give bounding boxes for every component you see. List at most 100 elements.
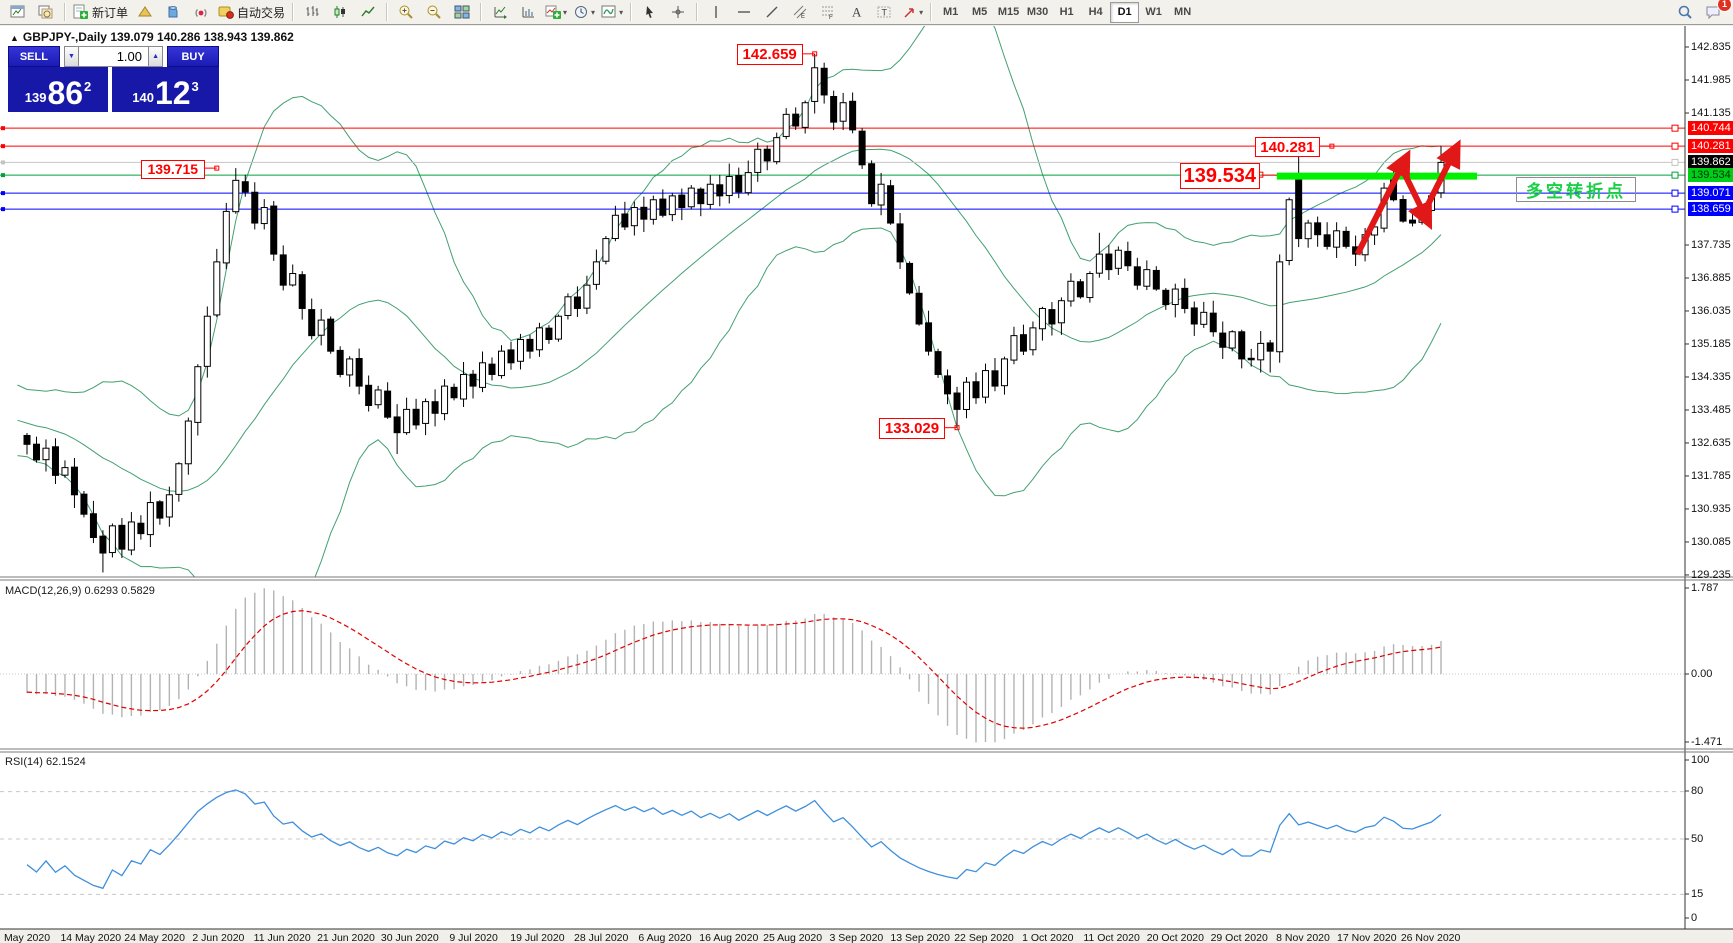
trendline-icon[interactable] <box>758 1 786 24</box>
toolbar: 新订单 自动交易 ▾ ▾ ▾ E F A T ▾ M1 M5 M15 M30 H1 H4 D1 W1 MN 1 <box>0 0 1733 25</box>
candle-body <box>896 223 904 263</box>
svg-text:A: A <box>852 5 862 20</box>
volume-input[interactable] <box>79 46 148 67</box>
zoom-in-icon[interactable] <box>392 1 420 24</box>
date-axis-label: May 2020 <box>3 932 51 943</box>
price-axis-label: 130.085 <box>1691 535 1731 548</box>
candle-body <box>1228 331 1236 349</box>
tile-windows-icon[interactable] <box>448 1 476 24</box>
timeframe-w1[interactable]: W1 <box>1145 6 1162 18</box>
candle-body <box>963 381 971 410</box>
arrows-icon[interactable]: ▾ <box>898 1 926 24</box>
bar-chart-icon[interactable] <box>298 1 326 24</box>
crosshair-icon[interactable] <box>664 1 692 24</box>
timeframe-h4[interactable]: H4 <box>1088 6 1103 18</box>
sell-button[interactable]: SELL <box>8 46 60 67</box>
horizontal-line-icon[interactable] <box>730 1 758 24</box>
candle-body <box>972 381 980 399</box>
price-axis-label: 129.235 <box>1691 568 1731 581</box>
candle-body <box>1266 342 1274 352</box>
turning-point-annotation[interactable]: 多空转折点 <box>1516 177 1636 202</box>
autotrading-button[interactable]: 自动交易 <box>215 1 288 24</box>
candle-body <box>1162 289 1170 306</box>
channel-icon[interactable]: E <box>786 1 814 24</box>
cursor-icon[interactable] <box>636 1 664 24</box>
line-chart-icon[interactable] <box>354 1 382 24</box>
volume-increase-button[interactable]: ▲ <box>148 46 164 67</box>
candle-body <box>649 199 657 220</box>
candle-body <box>1219 332 1227 348</box>
timeframe-d1[interactable]: D1 <box>1110 1 1140 23</box>
sell-price-button[interactable]: 139 86 2 <box>8 67 108 112</box>
mql-icon[interactable] <box>131 1 159 24</box>
price-callout-140.281[interactable]: 140.281 <box>1254 137 1320 158</box>
candle-body <box>763 148 771 162</box>
zoom-out-icon[interactable] <box>420 1 448 24</box>
templates-icon[interactable]: ▾ <box>598 1 626 24</box>
text-icon[interactable]: A <box>842 1 870 24</box>
price-callout-142.659[interactable]: 142.659 <box>736 44 803 66</box>
timeframe-mn[interactable]: MN <box>1174 6 1192 18</box>
add-indicator-button[interactable]: ▾ <box>542 1 570 24</box>
candle-body <box>1276 261 1284 353</box>
toolbar-separator <box>630 3 633 21</box>
date-axis-label: 28 Jul 2020 <box>574 932 629 943</box>
candle-body <box>108 525 116 554</box>
buy-price-button[interactable]: 140 12 3 <box>112 67 219 112</box>
date-axis-label: 9 Jul 2020 <box>449 932 498 943</box>
candle-body <box>1399 199 1407 222</box>
candle-body <box>725 175 733 197</box>
price-badge-139.862: 139.862 <box>1688 155 1733 170</box>
chat-icon[interactable]: 1 <box>1699 0 1732 24</box>
vertical-line-icon[interactable] <box>702 1 730 24</box>
data-window-icon[interactable] <box>486 1 514 24</box>
timeframe-m30[interactable]: M30 <box>1026 6 1049 18</box>
price-axis-label: 133.485 <box>1691 403 1731 416</box>
fibonacci-icon[interactable]: F <box>814 1 842 24</box>
candle-body <box>270 205 278 255</box>
macd-label: MACD(12,26,9) 0.6293 0.5829 <box>5 585 155 597</box>
buy-button[interactable]: BUY <box>167 46 219 67</box>
trend-arrow[interactable] <box>1418 139 1461 220</box>
trend-arrow[interactable] <box>1354 149 1411 256</box>
timeframe-m1[interactable]: M1 <box>942 6 959 18</box>
candle-body <box>1314 222 1322 236</box>
candle-body <box>858 130 866 166</box>
toolbar-separator <box>930 3 933 21</box>
strategy-tester-icon[interactable] <box>514 1 542 24</box>
candle-body <box>849 100 857 131</box>
candle-body <box>564 296 572 316</box>
candle-body <box>953 392 961 410</box>
candle-body <box>877 183 885 206</box>
candle-body <box>488 363 496 375</box>
candle-body <box>393 416 401 434</box>
chart-profiles-icon[interactable] <box>32 1 60 24</box>
candle-body <box>573 296 581 309</box>
label-icon[interactable]: T <box>870 1 898 24</box>
new-order-button[interactable]: 新订单 <box>70 1 131 24</box>
search-icon[interactable] <box>1671 1 1699 24</box>
date-axis-label: 22 Sep 2020 <box>954 932 1014 943</box>
candle-body <box>1304 222 1312 240</box>
new-chart-icon[interactable] <box>4 1 32 24</box>
candle-body <box>1171 288 1179 306</box>
candle-body <box>630 207 638 227</box>
candle-body <box>1209 312 1217 333</box>
signals-icon[interactable] <box>187 1 215 24</box>
timeframe-h1[interactable]: H1 <box>1059 6 1074 18</box>
market-icon[interactable] <box>159 1 187 24</box>
candle-body <box>279 254 287 286</box>
svg-text:T: T <box>882 8 888 18</box>
price-callout-133.029[interactable]: 133.029 <box>879 418 946 440</box>
timeframe-m15[interactable]: M15 <box>997 6 1020 18</box>
volume-decrease-button[interactable]: ▼ <box>63 46 79 67</box>
date-axis-label: 20 Oct 2020 <box>1146 932 1204 943</box>
periods-icon[interactable]: ▾ <box>570 1 598 24</box>
timeframe-m5[interactable]: M5 <box>971 6 988 18</box>
candle-body <box>1323 234 1331 247</box>
price-callout-139.715[interactable]: 139.715 <box>140 159 205 179</box>
candle-body <box>735 175 743 193</box>
candlestick-chart-icon[interactable] <box>326 1 354 24</box>
price-callout-139.534[interactable]: 139.534 <box>1179 163 1260 190</box>
